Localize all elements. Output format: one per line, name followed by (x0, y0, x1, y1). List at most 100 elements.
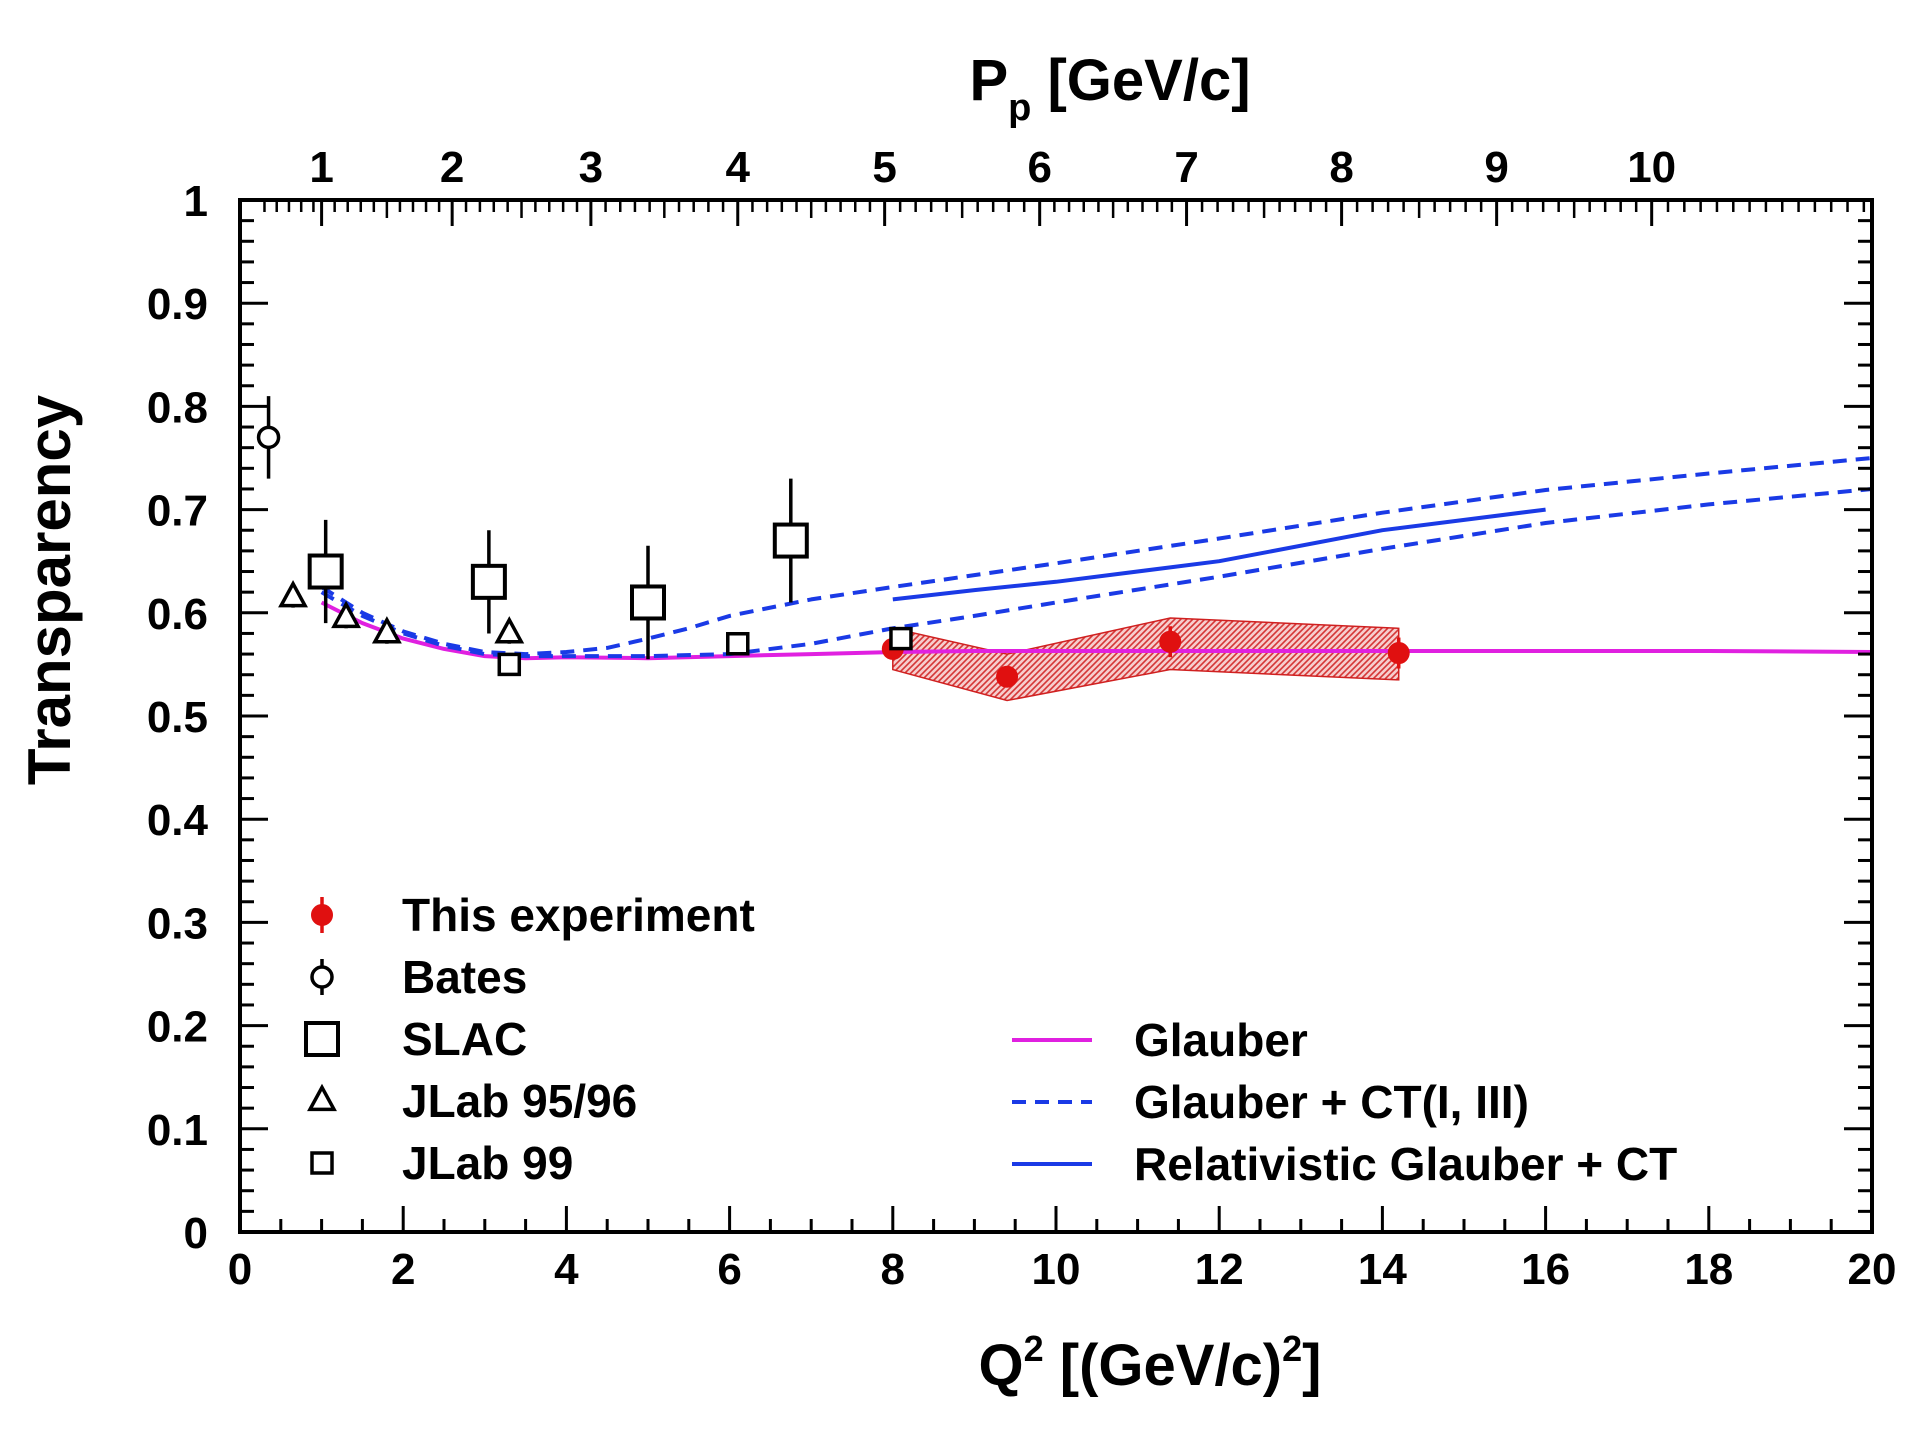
x-tick-label: 10 (1032, 1245, 1081, 1294)
top-tick-label: 3 (579, 143, 603, 192)
y-tick-label: 1 (184, 177, 208, 226)
legend-label: Relativistic Glauber + CT (1134, 1138, 1677, 1190)
y-axis-label: Transparency (16, 394, 83, 785)
marker-square (889, 626, 913, 651)
point-jlab-95-96 (278, 580, 308, 608)
marker-triangle (307, 1083, 337, 1112)
point-jlab-95-96 (494, 616, 525, 644)
marker-square (726, 632, 750, 656)
legend-item-glauber-ct-i-iii: Glauber + CT(I, III) (1012, 1076, 1529, 1128)
y-tick-label: 0.7 (147, 487, 208, 536)
y-tick-label: 0.3 (147, 899, 208, 948)
error-band-layer (892, 617, 1400, 702)
x-tick-label: 8 (881, 1245, 905, 1294)
curve-relativistic-glauber-ct (892, 507, 1546, 602)
point-jlab-95-96 (331, 600, 362, 629)
point-slac (470, 563, 507, 600)
legend-item-glauber: Glauber (1012, 1014, 1308, 1066)
point-this-experiment (1387, 642, 1410, 665)
x-tick-label: 12 (1195, 1245, 1244, 1294)
curve-layer (320, 456, 1872, 661)
legend-item-bates: Bates (310, 951, 527, 1003)
marker-square (310, 1151, 334, 1175)
legend-item-slac: SLAC (304, 1013, 527, 1065)
point-this-experiment (1159, 630, 1182, 653)
top-tick-label: 8 (1329, 143, 1353, 192)
point-slac (630, 584, 666, 621)
marker-triangle (331, 600, 362, 629)
legend-marker (311, 904, 333, 926)
y-tick-label: 0.4 (147, 796, 209, 845)
marker-dot (1387, 642, 1410, 665)
legend-marker (304, 1021, 340, 1057)
marker-square (497, 652, 522, 677)
x-tick-label: 14 (1358, 1245, 1407, 1294)
marker-triangle (494, 616, 525, 644)
legend-label: Bates (402, 951, 527, 1003)
top-tick-label: 7 (1174, 143, 1198, 192)
marker-ring (310, 965, 334, 989)
y-tick-label: 0.1 (147, 1106, 208, 1155)
legend-label: Glauber (1134, 1014, 1308, 1066)
marker-square (772, 522, 809, 559)
point-jlab-99 (889, 626, 913, 651)
point-jlab-95-96 (371, 616, 402, 644)
top-tick-label: 9 (1484, 143, 1508, 192)
legend-marker (310, 965, 334, 989)
y-tick-label: 0.8 (147, 383, 208, 432)
point-slac (772, 522, 809, 559)
curve-glauber-ct-i-iii (320, 487, 1872, 659)
top-tick-label: 5 (872, 143, 896, 192)
error-band-this-experiment (892, 617, 1400, 702)
legend-label: JLab 99 (402, 1137, 573, 1189)
point-bates (256, 425, 281, 450)
marker-dot (1159, 630, 1182, 653)
x-tick-label: 20 (1848, 1245, 1897, 1294)
top-tick-label: 2 (440, 143, 464, 192)
x-tick-label: 0 (228, 1245, 252, 1294)
point-this-experiment (996, 665, 1019, 688)
legend-item-this-experiment: This experiment (311, 889, 755, 941)
marker-square (630, 584, 666, 621)
top-tick-label: 1 (309, 143, 333, 192)
marker-square (304, 1021, 340, 1057)
legend-item-relativistic-glauber-ct: Relativistic Glauber + CT (1012, 1138, 1677, 1190)
legend-label: SLAC (402, 1013, 527, 1065)
legend-label: This experiment (402, 889, 755, 941)
x-tick-label: 2 (391, 1245, 415, 1294)
top-tick-label: 10 (1627, 143, 1676, 192)
top-axis-label: Pp [GeV/c] (969, 48, 1250, 129)
x-tick-label: 16 (1521, 1245, 1570, 1294)
point-layer (256, 396, 1410, 688)
marker-triangle (278, 580, 308, 608)
legend-item-jlab-95-96: JLab 95/96 (307, 1075, 637, 1127)
legend-label: JLab 95/96 (402, 1075, 637, 1127)
top-tick-label: 6 (1027, 143, 1051, 192)
x-tick-label: 18 (1684, 1245, 1733, 1294)
marker-dot (996, 665, 1019, 688)
y-tick-label: 0.9 (147, 280, 208, 329)
marker-square (307, 553, 344, 590)
point-jlab-99 (497, 652, 522, 677)
top-tick-label: 4 (726, 143, 751, 192)
point-slac (307, 553, 344, 590)
marker-square (470, 563, 507, 600)
marker-ring (256, 425, 281, 450)
x-axis-label: Q2 [(GeV/c)2] (978, 1328, 1321, 1398)
legend-label: Glauber + CT(I, III) (1134, 1076, 1529, 1128)
curve-glauber (320, 600, 1872, 661)
point-jlab-99 (726, 632, 750, 656)
x-tick-label: 6 (717, 1245, 741, 1294)
label-layer: Q2 [(GeV/c)2] Transparency Pp [GeV/c] (16, 48, 1322, 1398)
legend-layer: This experiment Bates SLAC JLab 95/96 JLab 9… (304, 889, 1677, 1190)
legend-item-jlab-99: JLab 99 (310, 1137, 573, 1189)
marker-triangle (371, 616, 402, 644)
legend-marker (310, 1151, 334, 1175)
marker-dot (311, 904, 333, 926)
legend-marker (307, 1083, 337, 1112)
y-tick-label: 0.6 (147, 590, 208, 639)
curve-glauber-ct-i-iii (320, 456, 1872, 657)
axis-layer: 0 2 4 6 8 10 12 14 16 18 2000.10.20.30.40.50.60.70… (147, 143, 1897, 1294)
x-tick-label: 4 (554, 1245, 579, 1294)
